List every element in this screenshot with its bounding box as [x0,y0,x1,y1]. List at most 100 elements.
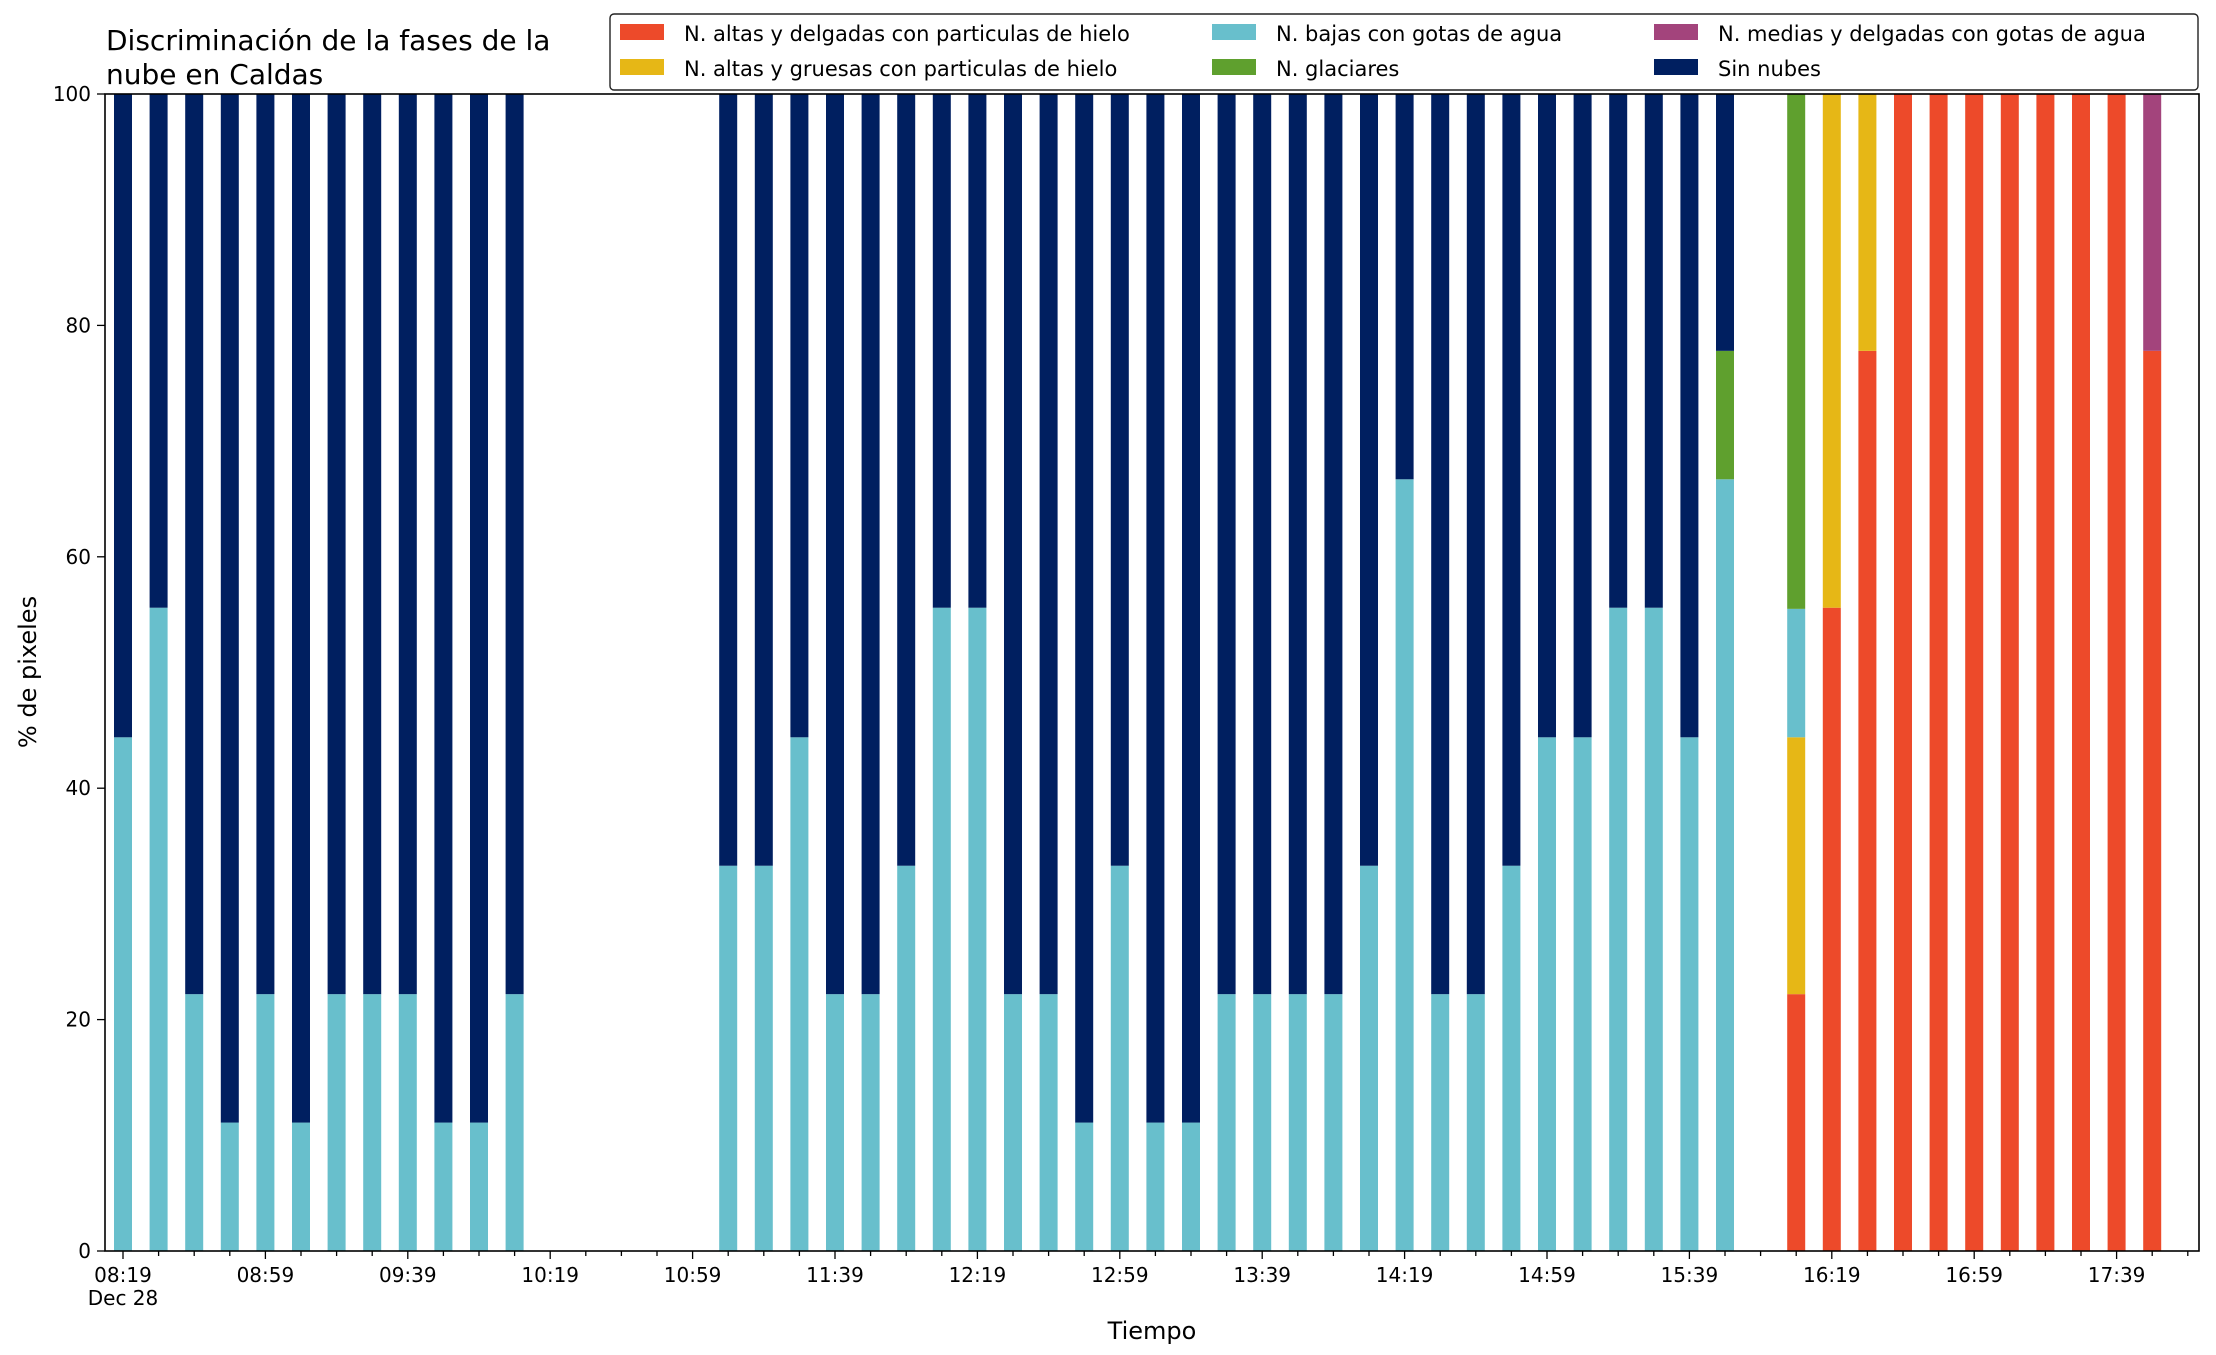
bar-segment-1629-s0 [1858,350,1877,1252]
bar-segment-1619-s1 [1822,94,1841,608]
bar-segment-0949-s2 [434,1122,453,1251]
bar-segment-0909-s5 [292,94,310,1123]
bar-segment-1209-s2 [932,607,951,1251]
bar-segment-1639-s0 [1894,94,1912,1251]
bar-segment-1429-s2 [1431,994,1450,1251]
bar-segment-1249-s2 [1075,1122,1094,1251]
bar-segment-1319-s5 [1182,94,1200,1123]
bar-segment-0959-s5 [470,94,488,1123]
bar-segment-0829-s5 [149,94,168,608]
bar-segment-1139-s5 [826,94,844,995]
bar-segment-1459-s5 [1538,94,1556,738]
bar-segment-0909-s2 [292,1122,310,1251]
bar-segment-1729-s0 [2072,94,2090,1251]
legend-swatch-ice-thin [620,24,664,40]
x-tick-label: 11:39 [806,1263,864,1287]
bar-segment-0819-s5 [114,94,132,738]
bars-layer [114,94,2162,1252]
bar-segment-1229-s5 [1004,94,1022,995]
x-tick-label: 12:59 [1091,1263,1149,1287]
bar-segment-1329-s2 [1217,994,1236,1251]
bar-segment-1109-s2 [719,865,738,1251]
x-tick-label: 13:39 [1233,1263,1291,1287]
bar-segment-1249-s5 [1075,94,1094,1123]
bar-segment-1359-s2 [1324,994,1343,1251]
bar-segment-1509-s2 [1573,737,1592,1251]
bar-segment-1739-s0 [2107,94,2126,1251]
bar-segment-1119-s5 [754,94,773,866]
y-tick-label: 0 [78,1239,91,1263]
bar-segment-1509-s5 [1573,94,1592,738]
bar-segment-1439-s5 [1466,94,1485,995]
bar-segment-1439-s2 [1466,994,1485,1251]
bar-segment-0859-s2 [256,994,275,1251]
bar-segment-0929-s5 [363,94,382,995]
bar-segment-1719-s0 [2036,94,2055,1251]
bar-segment-1419-s2 [1395,479,1414,1251]
bar-segment-1549-s2 [1716,479,1734,1251]
bar-segment-1419-s5 [1395,94,1414,480]
bar-segment-1519-s5 [1609,94,1628,608]
bar-segment-1409-s2 [1360,865,1378,1251]
bar-segment-0919-s5 [327,94,346,995]
x-tick-label: 16:59 [1945,1263,2003,1287]
bar-segment-1449-s5 [1502,94,1521,866]
bar-segment-1159-s2 [897,865,916,1251]
legend-label-low-water: N. bajas con gotas de agua [1276,22,1562,46]
y-tick-label: 60 [66,545,91,569]
bar-segment-1259-s2 [1110,865,1129,1251]
bar-segment-0819-s2 [114,737,132,1251]
bar-segment-1429-s5 [1431,94,1450,995]
x-tick-label: 16:19 [1803,1263,1861,1287]
y-tick-label: 40 [66,776,91,800]
bar-segment-1649-s0 [1929,94,1948,1251]
x-tick-label: 14:59 [1518,1263,1576,1287]
bar-segment-1659-s0 [1965,94,1984,1251]
x-axis-label: Tiempo [1107,1317,1197,1345]
legend-swatch-glacier [1212,59,1256,75]
bar-segment-1009-s5 [505,94,524,995]
legend-swatch-mid-water [1654,24,1698,40]
bar-segment-0849-s5 [220,94,239,1123]
bar-segment-1239-s5 [1039,94,1058,995]
x-date-label: Dec 28 [88,1286,159,1310]
bar-segment-1149-s5 [861,94,880,995]
bar-segment-1349-s5 [1288,94,1307,995]
x-tick-label: 15:39 [1661,1263,1719,1287]
bar-segment-1749-s4 [2143,94,2162,351]
bar-segment-1549-s3 [1716,350,1734,480]
chart-title-line-1: Discriminación de la fases de la [106,24,550,57]
bar-segment-1109-s5 [719,94,738,866]
bar-segment-1629-s1 [1858,94,1877,351]
bar-segment-0929-s2 [363,994,382,1251]
bar-segment-1219-s5 [968,94,987,608]
bar-segment-1219-s2 [968,607,987,1251]
y-tick-label: 80 [66,313,91,337]
x-tick-label: 12:19 [949,1263,1007,1287]
y-tick-label: 20 [66,1008,91,1032]
bar-segment-1749-s0 [2143,350,2162,1252]
bar-segment-1709-s0 [2000,94,2019,1251]
bar-segment-1609-s2 [1787,608,1806,738]
bar-segment-0849-s2 [220,1122,239,1251]
legend-swatch-ice-thick [620,59,664,75]
bar-segment-1539-s5 [1680,94,1699,738]
bar-segment-1549-s5 [1716,94,1734,351]
bar-segment-1349-s2 [1288,994,1307,1251]
bar-segment-0959-s2 [470,1122,488,1251]
chart-title-line-2: nube en Caldas [106,58,323,91]
bar-segment-1609-s0 [1787,994,1806,1251]
bar-segment-1539-s2 [1680,737,1699,1251]
x-tick-label: 08:59 [237,1263,295,1287]
bar-segment-1259-s5 [1110,94,1129,866]
bar-segment-0919-s2 [327,994,346,1251]
plot-frame [104,93,2200,1252]
legend-label-ice-thick: N. altas y gruesas con particulas de hie… [684,57,1117,81]
legend-label-glacier: N. glaciares [1276,57,1399,81]
bar-segment-1159-s5 [897,94,916,866]
x-tick-label: 17:39 [2088,1263,2146,1287]
bar-segment-1329-s5 [1217,94,1236,995]
bar-segment-1239-s2 [1039,994,1058,1251]
bar-segment-1529-s2 [1644,607,1663,1251]
bar-segment-1209-s5 [932,94,951,608]
